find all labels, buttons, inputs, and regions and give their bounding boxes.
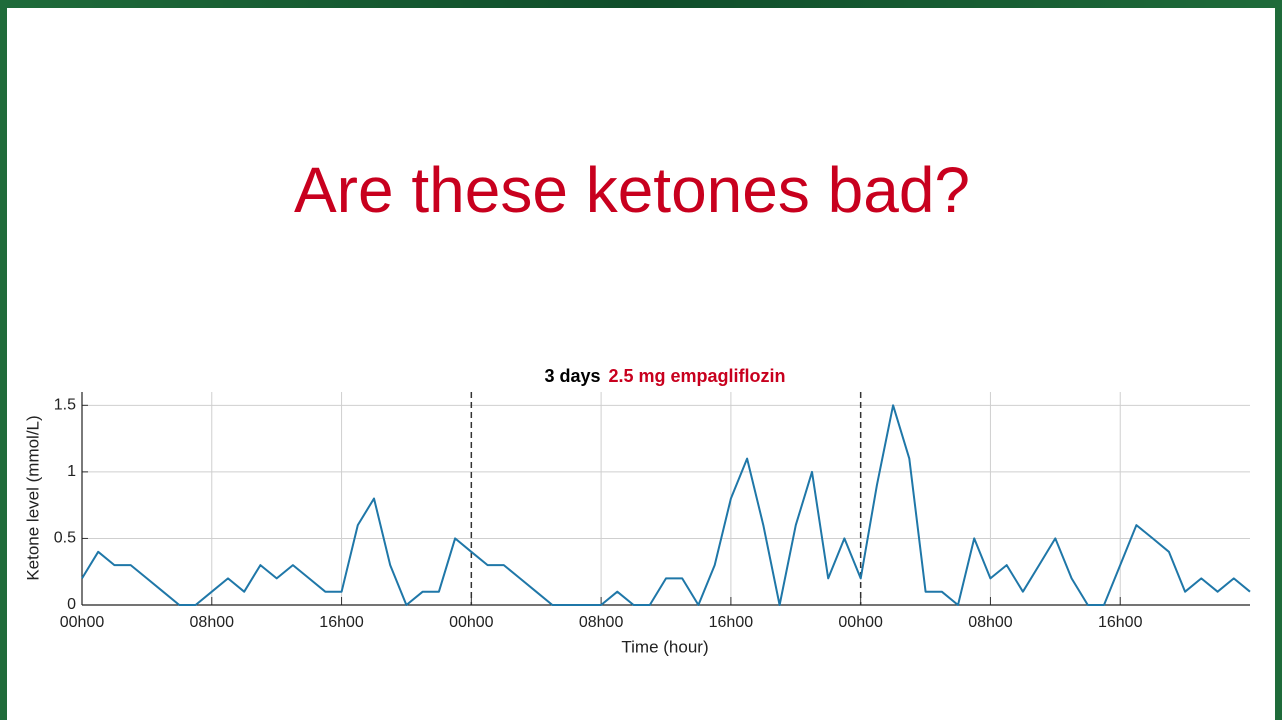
data-line — [81, 404, 1251, 606]
y-tick-label: 1.5 — [54, 397, 76, 414]
x-tick-label: 16h00 — [319, 614, 364, 631]
chart-title-days: 3 days — [544, 366, 600, 386]
x-tick-label: 08h00 — [579, 614, 624, 631]
x-tick-label: 16h00 — [1098, 614, 1143, 631]
x-tick-label: 00h00 — [60, 614, 105, 631]
slide — [7, 8, 1275, 720]
x-tick-label: 00h00 — [838, 614, 883, 631]
x-axis-label: Time (hour) — [621, 637, 708, 656]
slide-title: Are these ketones bad? — [294, 154, 970, 226]
x-tick-label: 16h00 — [709, 614, 754, 631]
y-tick-label: 0 — [67, 596, 76, 613]
chart-title-drug: 2.5 mg empagliflozin — [609, 366, 786, 386]
y-tick-label: 0.5 — [54, 530, 76, 547]
x-tick-label: 08h00 — [190, 614, 235, 631]
y-tick-label: 1 — [67, 463, 76, 480]
x-tick-label: 08h00 — [968, 614, 1013, 631]
chart-title: 3 days 2.5 mg empagliflozin — [544, 366, 785, 386]
y-axis-label: Ketone level (mmol/L) — [23, 415, 42, 580]
x-tick-label: 00h00 — [449, 614, 494, 631]
